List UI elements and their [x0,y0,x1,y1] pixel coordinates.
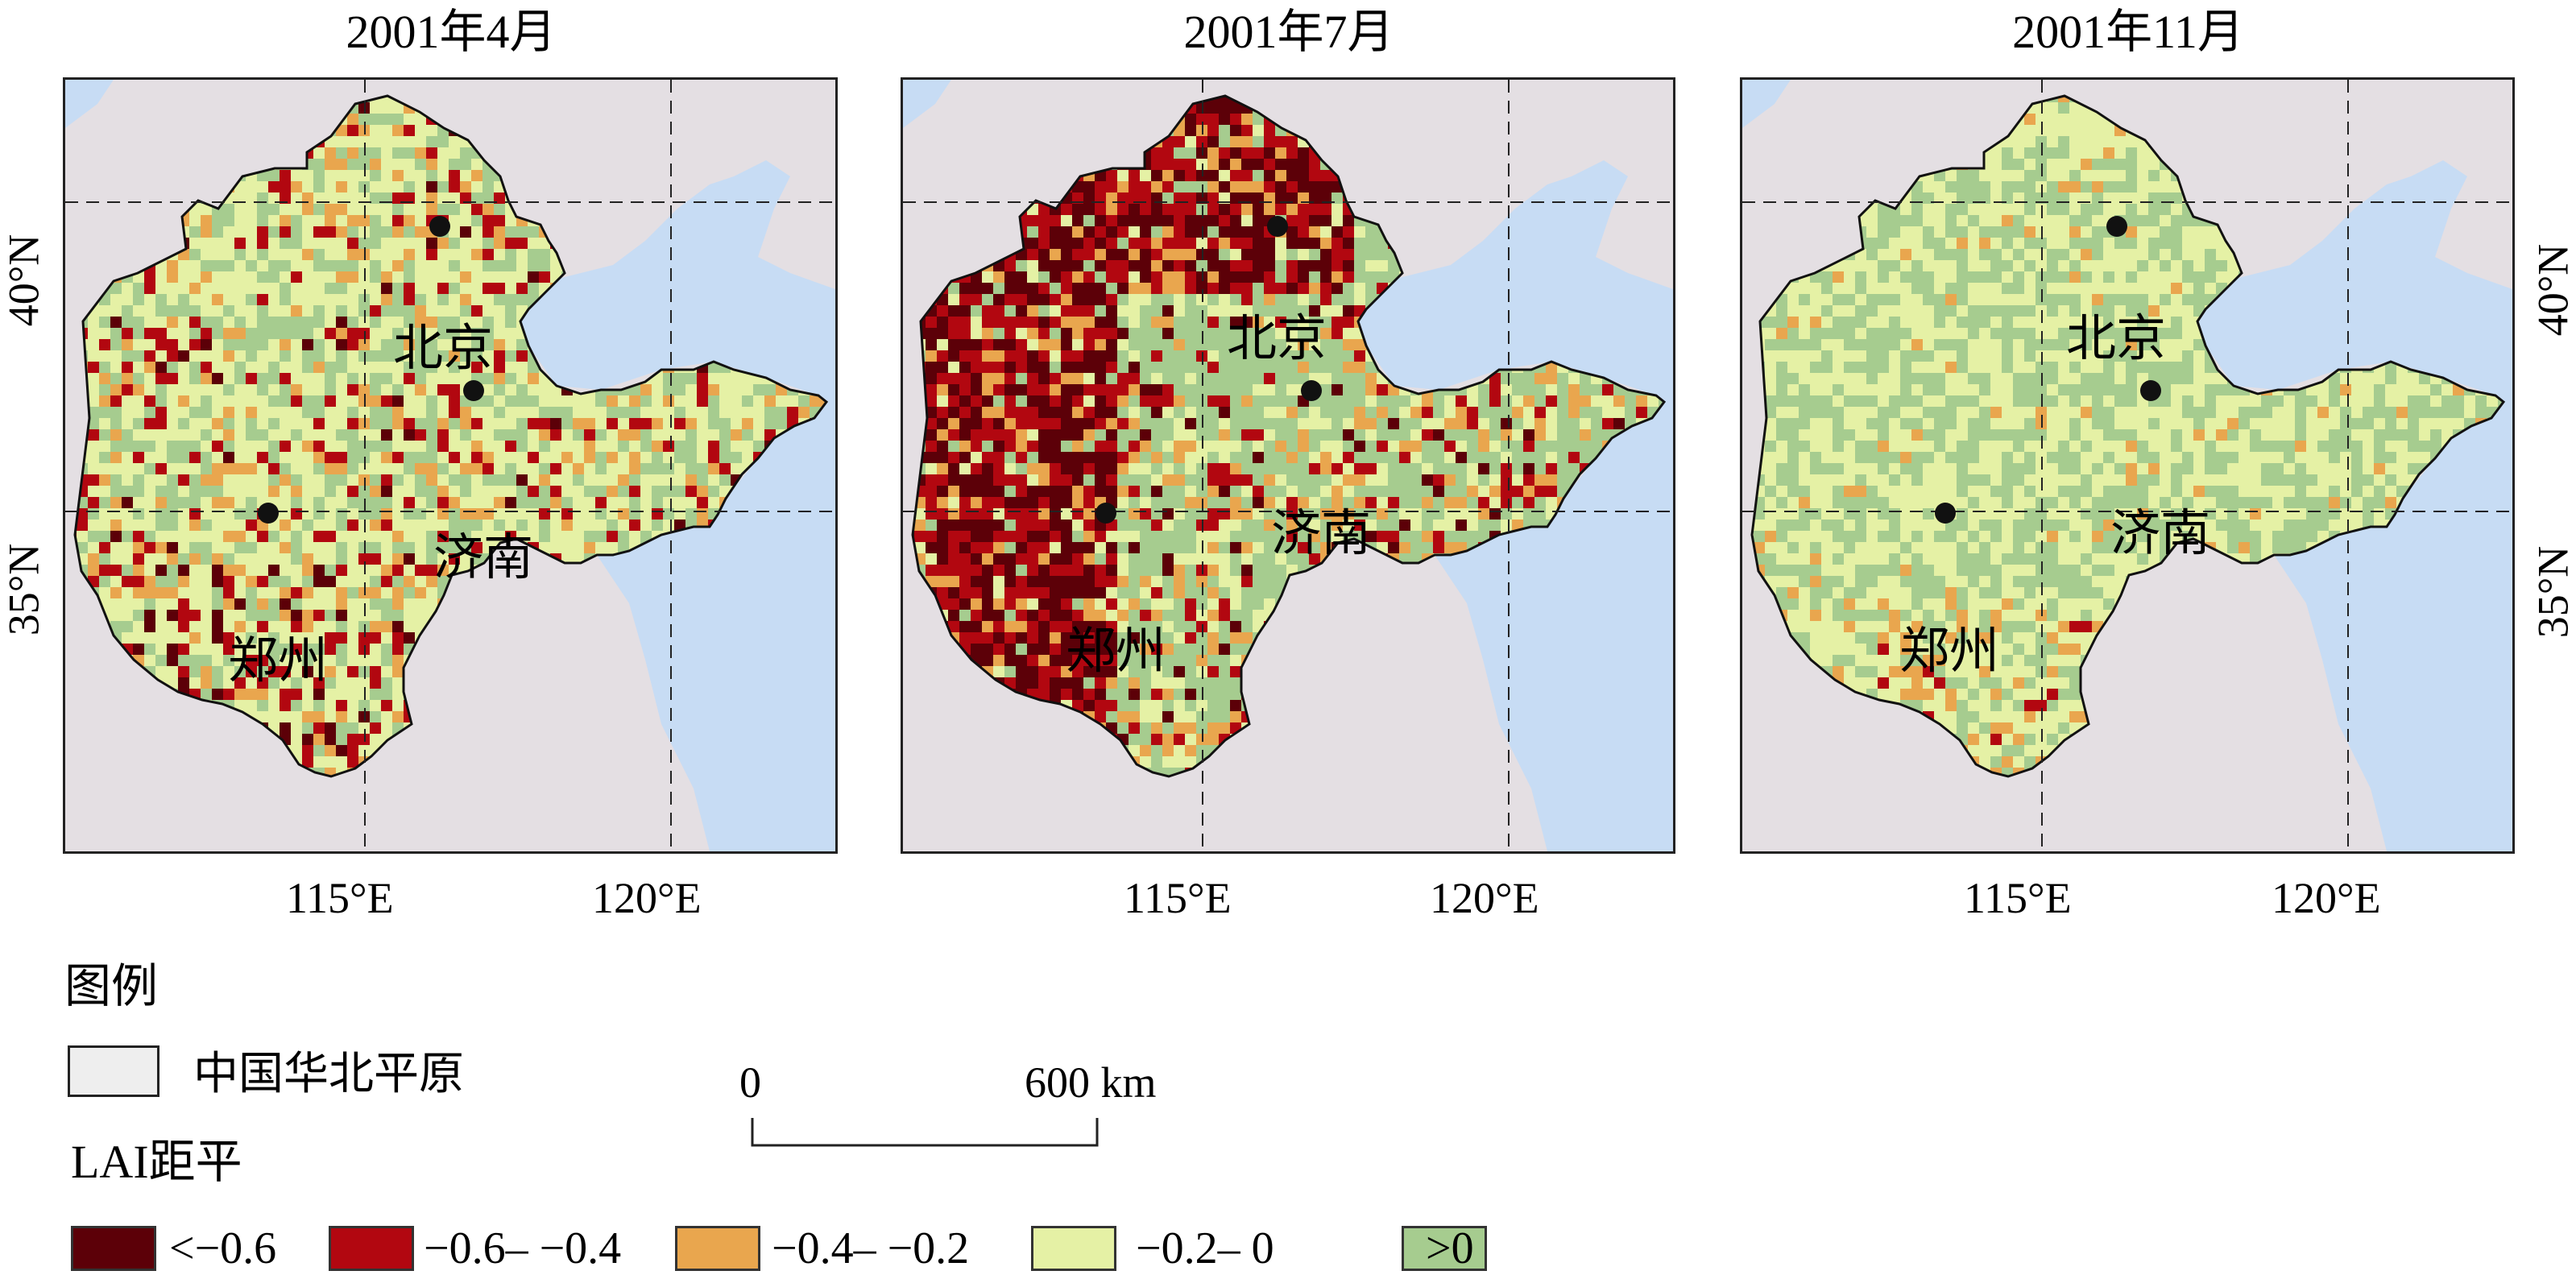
lon-tick-115-april: 115°E [286,874,394,922]
city-marker-beijing [1267,216,1288,237]
sea-area-corner [65,80,114,128]
lon-tick-120-april: 120°E [592,874,702,922]
city-marker-jinan [463,380,484,401]
sea-area [516,160,835,851]
lat-tick-40-right: 40°N [2528,243,2576,337]
scale-bar-end-label: 600 km [1025,1058,1157,1107]
city-label-zhengzhou-july: 郑州 [1066,621,1166,680]
city-label-beijing-april: 北京 [393,318,494,377]
legend-class-label-3: −0.2– 0 [1136,1223,1274,1273]
sea-area-corner [1742,80,1791,128]
legend-class-label-0: <−0.6 [169,1223,277,1273]
city-marker-zhengzhou [1935,503,1956,524]
legend-swatch-2 [675,1226,760,1271]
legend-class-label-1: −0.6– −0.4 [424,1223,622,1273]
lon-tick-120-july: 120°E [1430,874,1539,922]
legend-region-swatch [68,1045,159,1097]
lon-tick-120-november: 120°E [2272,874,2381,922]
region-boundary [1750,94,2506,778]
sea-area-corner [903,80,951,128]
scale-bar [751,1118,1099,1147]
lon-tick-115-november: 115°E [1964,874,2072,922]
city-label-zhengzhou-november: 郑州 [1899,621,2000,680]
legend-heading: 图例 [64,960,159,1012]
city-label-beijing-november: 北京 [2066,308,2167,367]
legend-region-label: 中国华北平原 [193,1049,464,1099]
lon-tick-115-july: 115°E [1124,874,1232,922]
map-panel-november [1740,77,2515,854]
map-panel-july [901,77,1675,854]
panel-title-november: 2001年11月 [2012,6,2244,58]
city-marker-jinan [2140,380,2161,401]
city-marker-zhengzhou [1095,503,1116,524]
city-marker-jinan [1301,380,1322,401]
map-panel-april [63,77,838,854]
lat-tick-35-left: 35°N [0,543,48,636]
sea-area [1354,160,1673,851]
legend-swatch-4 [1402,1226,1487,1271]
region-boundary [911,94,1667,778]
panel-title-april: 2001年4月 [346,6,557,58]
legend-class-label-2: −0.4– −0.2 [772,1223,970,1273]
panel-title-july: 2001年7月 [1183,6,1394,58]
city-label-zhengzhou-april: 郑州 [228,631,329,689]
city-label-jinan-november: 济南 [2110,503,2211,562]
city-label-jinan-april: 济南 [433,528,534,586]
legend-class-label-4: >0 [1426,1223,1474,1273]
legend-swatch-1 [329,1226,414,1271]
city-marker-zhengzhou [258,503,279,524]
sea-area [2193,160,2512,851]
scale-bar-start-label: 0 [739,1058,761,1107]
lat-tick-40-left: 40°N [0,234,48,327]
city-marker-beijing [2106,216,2127,237]
city-marker-beijing [429,216,450,237]
lat-tick-35-right: 35°N [2528,545,2576,639]
city-label-jinan-july: 济南 [1271,503,1372,562]
legend-swatch-0 [71,1226,156,1271]
city-label-beijing-july: 北京 [1227,308,1327,367]
legend-swatch-3 [1031,1226,1116,1271]
lai-legend-heading: LAI距平 [71,1136,242,1188]
region-boundary [73,94,829,778]
